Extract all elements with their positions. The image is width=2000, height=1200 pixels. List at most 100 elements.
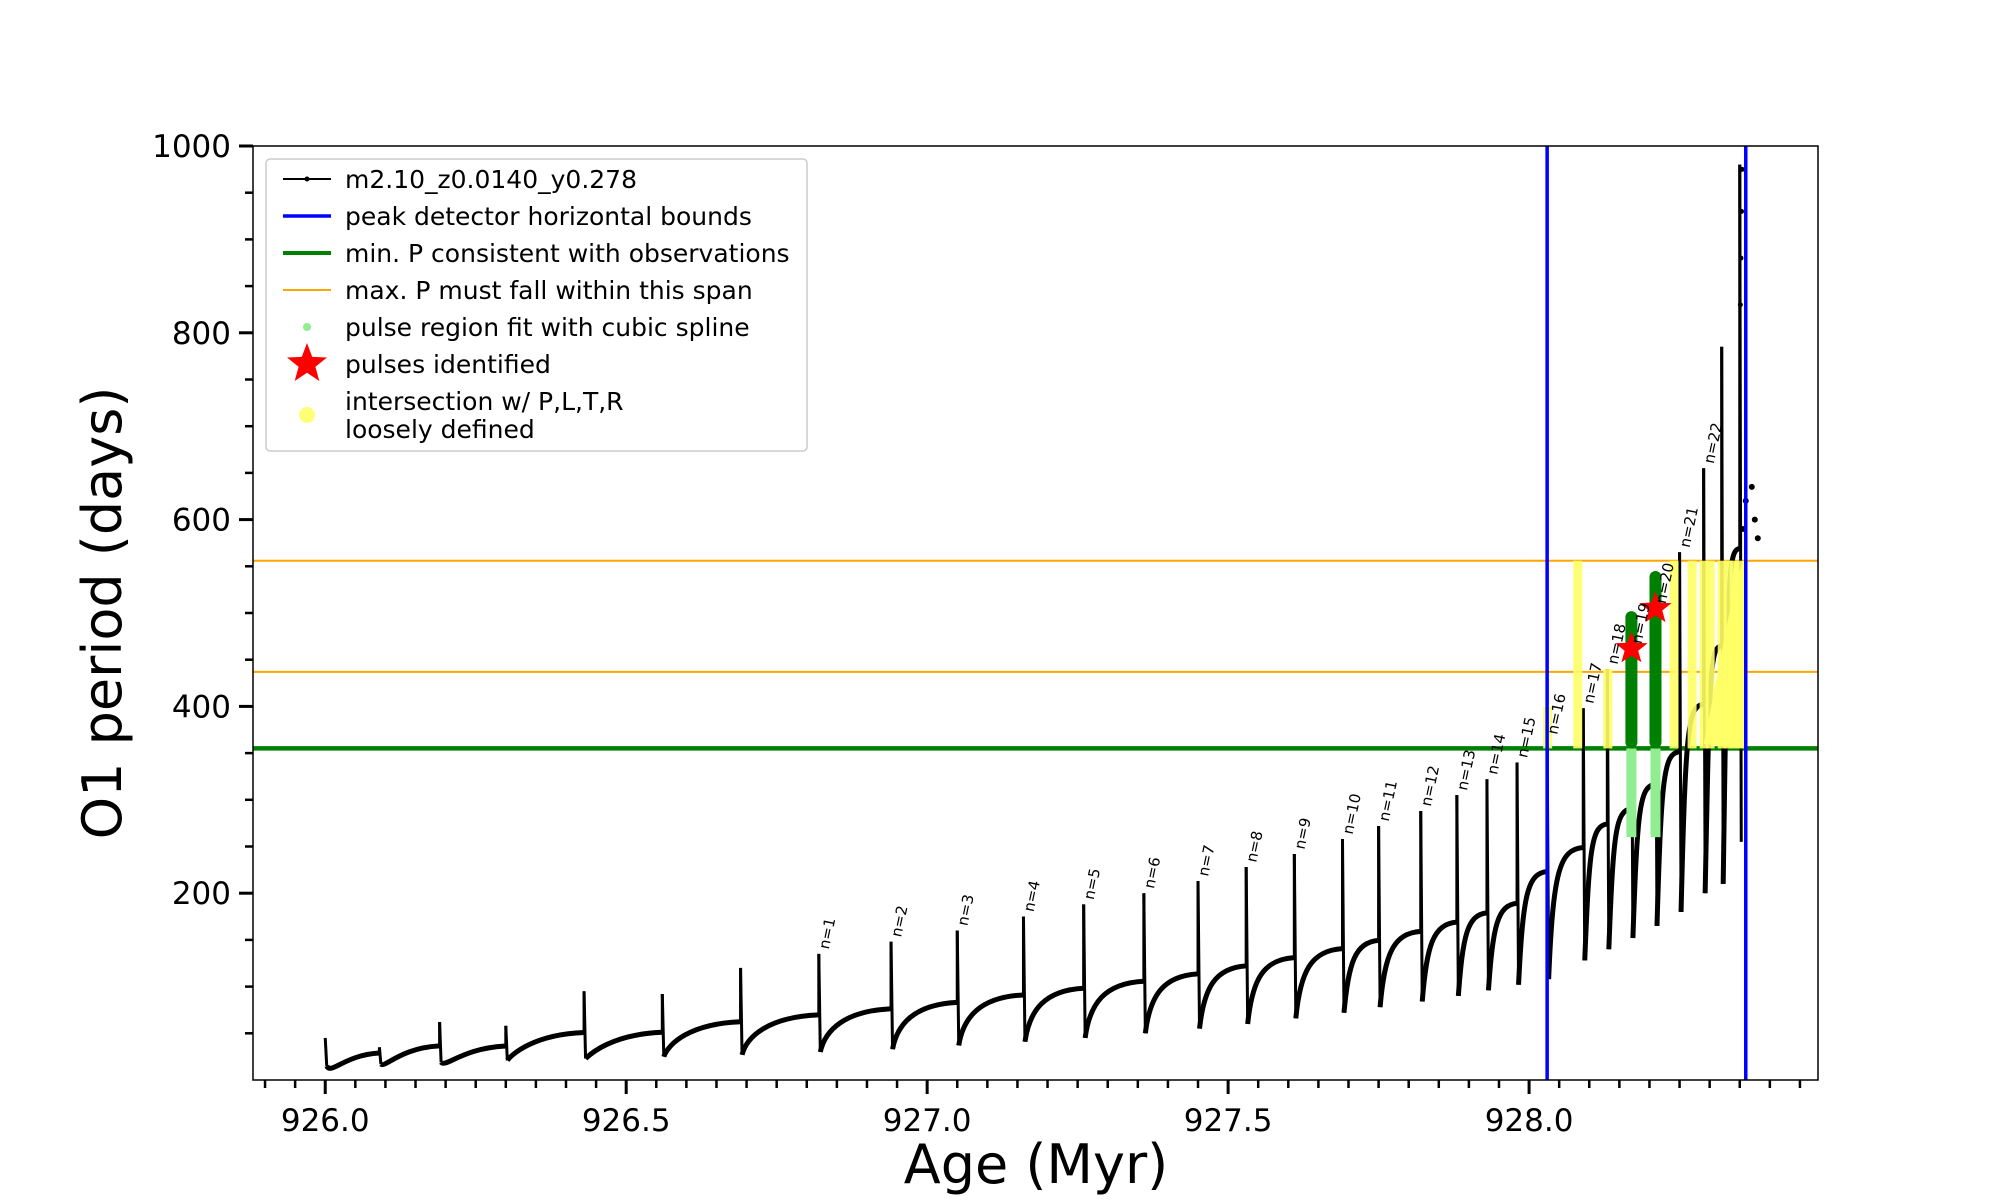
track-recovery-1: [379, 1043, 440, 1067]
track-recovery-13: [1197, 963, 1247, 1029]
pulse-label-21: n=21: [1676, 505, 1702, 549]
track-spike-3: [504, 1025, 509, 1061]
track-spike-13: [1196, 881, 1202, 1029]
pulse-label-8: n=8: [1242, 829, 1266, 864]
track-spike-4: [582, 991, 588, 1059]
track-recovery-14: [1245, 955, 1295, 1025]
identified-pulse-star-2: [1639, 591, 1672, 623]
legend-label-pulse: pulses identified: [345, 350, 551, 379]
pulse-label-17: n=17: [1580, 661, 1606, 705]
track-final-point-3: [1751, 516, 1758, 523]
track-spike-10: [1021, 916, 1027, 1042]
track-recovery-4: [583, 1029, 663, 1061]
track-recovery-18: [1419, 919, 1458, 1002]
spline-region-1: [1626, 748, 1637, 838]
track-spike-2: [438, 1022, 443, 1063]
track-spike-11: [1082, 904, 1087, 1038]
legend-box: [265, 158, 808, 452]
legend-swatch-track-dot: [304, 176, 310, 182]
spline-region-2: [1650, 748, 1661, 838]
track-recovery-7: [817, 1006, 892, 1053]
legend-label-max-p: max. P must fall within this span: [345, 276, 753, 305]
loose-region-1: [1573, 560, 1583, 749]
pulse-label-4: n=4: [1020, 879, 1044, 914]
track-recovery-21: [1516, 869, 1548, 985]
y-tick-label-0: 200: [172, 876, 231, 912]
pulse-label-7: n=7: [1194, 843, 1218, 878]
x-tick-label-2: 927.0: [883, 1103, 972, 1139]
track-spike-9: [955, 930, 961, 1046]
pulse-label-1: n=1: [815, 916, 839, 951]
track-spike-19: [1455, 795, 1460, 996]
track-recovery-19: [1455, 910, 1488, 997]
track-recovery-6: [739, 1012, 819, 1056]
track-late-dot-2: [1739, 208, 1745, 214]
pulse-label-2: n=2: [887, 904, 911, 939]
legend-label-min-p: min. P consistent with observations: [345, 239, 790, 268]
pulse-label-5: n=5: [1080, 867, 1104, 902]
track-final-point-2: [1748, 483, 1755, 490]
pulse-label-3: n=3: [954, 893, 978, 928]
legend-swatch-loose: [299, 407, 315, 423]
track-spike-14: [1244, 867, 1250, 1024]
identified-pulse-star-1: [1615, 631, 1648, 663]
track-late-dot-0: [1737, 302, 1743, 308]
loose-region-3: [1669, 560, 1679, 749]
pulse-label-15: n=15: [1513, 715, 1539, 759]
pulse-label-12: n=12: [1417, 764, 1443, 808]
legend-swatch-spline: [303, 323, 311, 331]
track-recovery-3: [505, 1029, 585, 1063]
track-recovery-5: [661, 1019, 741, 1058]
track-final-point-4: [1754, 535, 1761, 542]
legend-label-track: m2.10_z0.0140_y0.278: [345, 165, 637, 194]
pulse-label-6: n=6: [1140, 855, 1164, 890]
track-recovery-11: [1082, 978, 1144, 1039]
pulse-label-11: n=11: [1375, 779, 1401, 823]
track-spike-5: [660, 994, 666, 1057]
track-recovery-26: [1654, 749, 1681, 926]
track-late-dot-3: [1739, 166, 1745, 172]
y-tick-label-3: 800: [172, 316, 231, 352]
track-recovery-20: [1485, 900, 1518, 991]
y-tick-label-4: 1000: [152, 129, 231, 165]
track-recovery-15: [1293, 946, 1343, 1019]
loose-region-final: [1703, 560, 1743, 749]
track-spike-8: [889, 941, 895, 1050]
legend-label-spline: pulse region fit with cubic spline: [345, 313, 750, 342]
foreground-overlays: [1543, 146, 1748, 1080]
track-spike-0: [323, 1037, 329, 1067]
track-spike-20: [1485, 779, 1490, 991]
x-tick-label-0: 926.0: [281, 1103, 370, 1139]
track-recovery-2: [439, 1043, 506, 1066]
background-overlays: [253, 559, 1818, 751]
pulse-label-13: n=13: [1453, 748, 1479, 792]
track-spike-16: [1340, 839, 1346, 1013]
pulse-label-10: n=10: [1339, 792, 1365, 836]
track-recovery-8: [890, 999, 958, 1050]
track-spike-17: [1377, 825, 1382, 1008]
track-recovery-12: [1142, 971, 1199, 1034]
y-axis-label: O1 period (days): [71, 387, 134, 840]
x-axis-label: Age (Myr): [904, 1133, 1169, 1196]
track-recovery-16: [1341, 937, 1379, 1013]
track-spike-7: [817, 953, 822, 1053]
track-recovery-9: [956, 992, 1024, 1046]
loose-region-6: [1705, 560, 1715, 749]
x-tick-label-1: 926.5: [582, 1103, 671, 1139]
track-recovery-0: [324, 1050, 380, 1071]
track-spike-12: [1142, 893, 1147, 1034]
x-tick-label-4: 928.0: [1485, 1103, 1574, 1139]
track-late-dot-1: [1738, 255, 1744, 261]
loose-region-2: [1603, 669, 1613, 749]
x-tick-label-3: 927.5: [1184, 1103, 1273, 1139]
pulse-label-14: n=14: [1483, 732, 1509, 776]
axes: 926.0 926.5 927.0 927.5 928.0 200 400 600 800 100…: [152, 129, 1802, 1139]
loose-region-5: [1699, 560, 1709, 749]
track-recovery-10: [1022, 985, 1084, 1043]
legend-swatch-pulse-star: [287, 343, 327, 381]
track-recovery-17: [1377, 928, 1422, 1008]
legend-label-bounds: peak detector horizontal bounds: [345, 202, 752, 231]
track-recovery-23: [1582, 821, 1608, 961]
